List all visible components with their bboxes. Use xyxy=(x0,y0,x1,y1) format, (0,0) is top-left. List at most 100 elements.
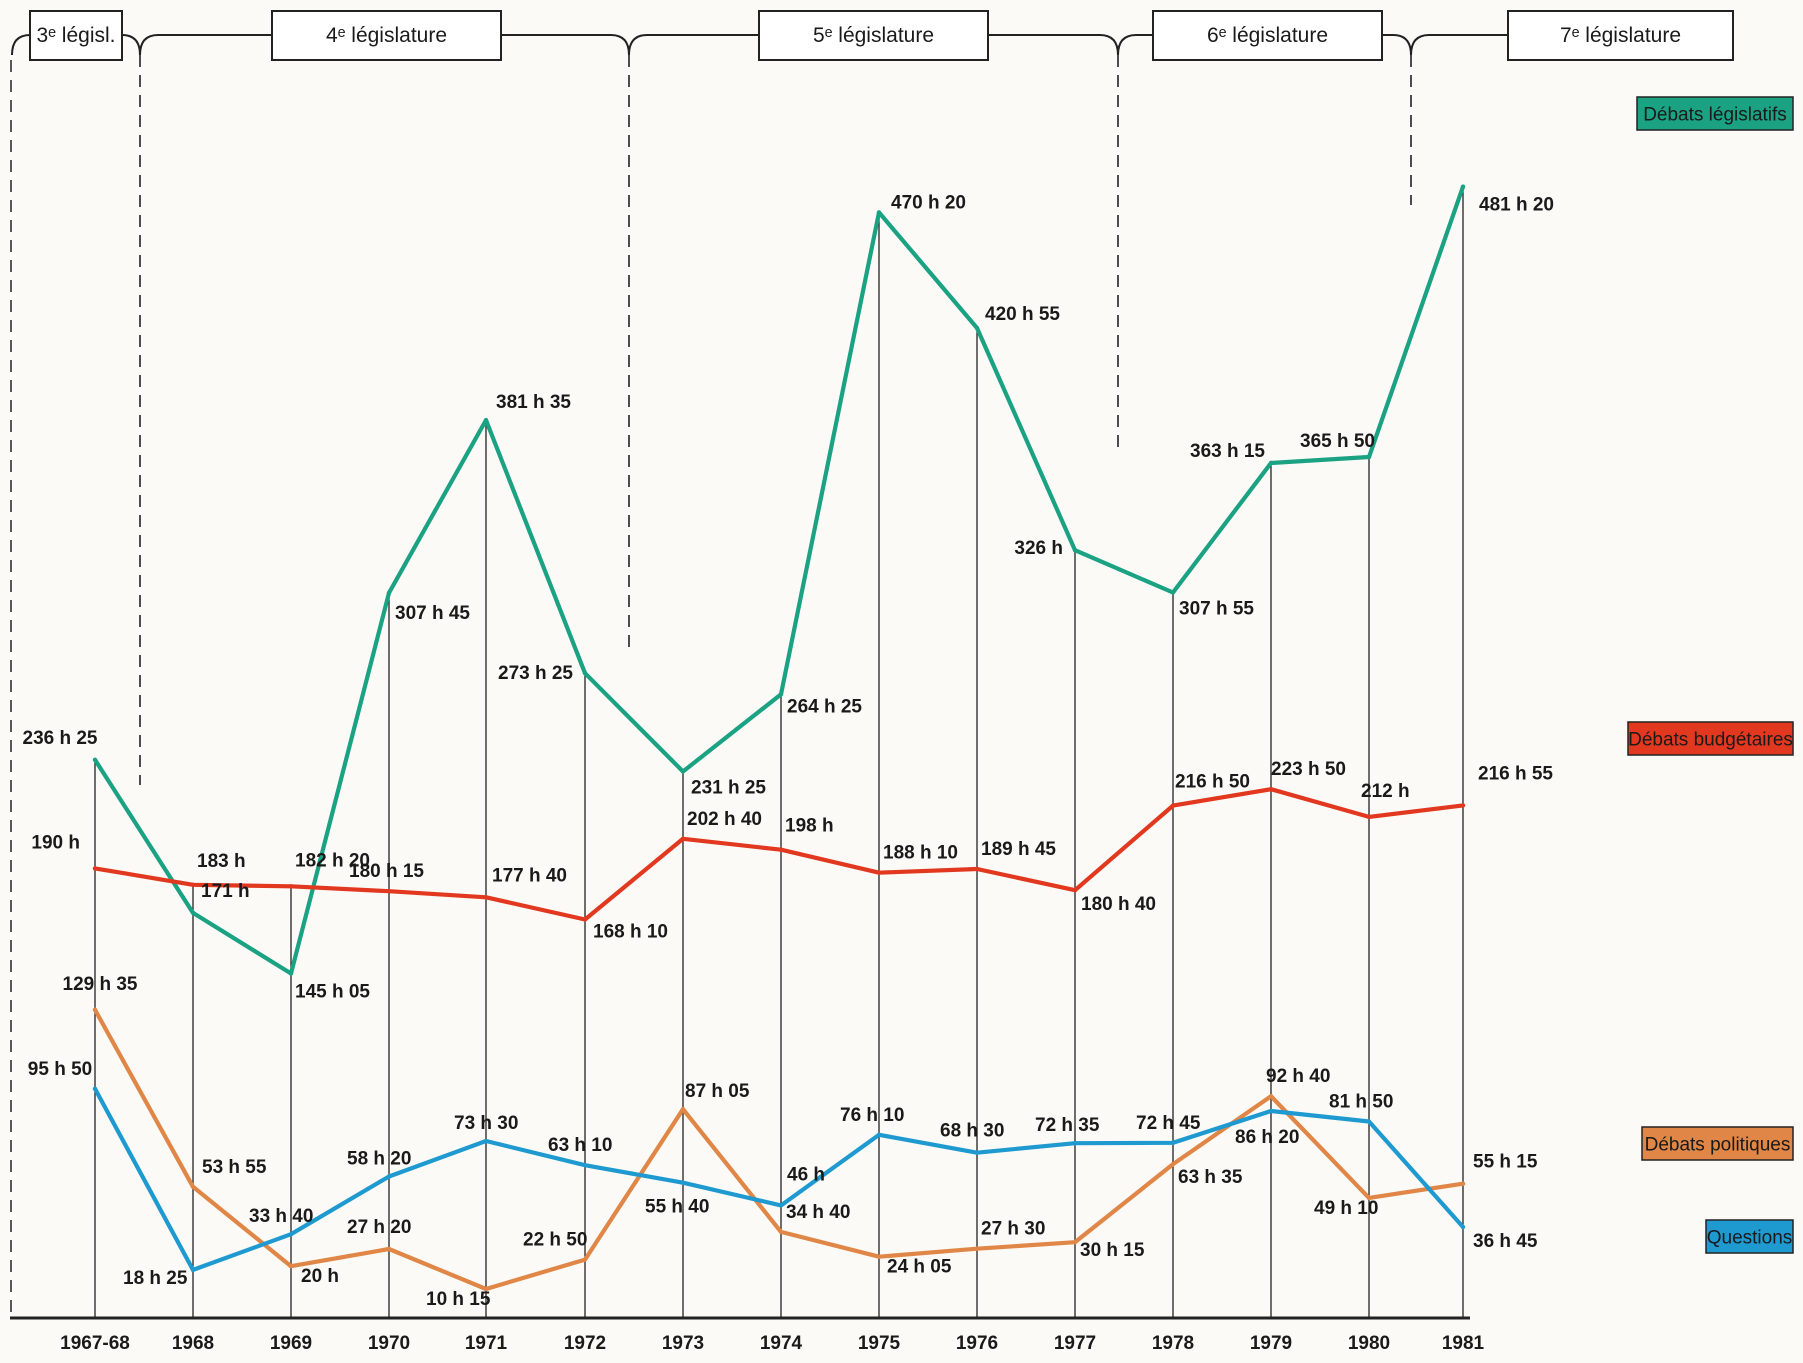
data-point xyxy=(680,836,686,841)
legend: Débats législatifs Débats budgétaires Déba… xyxy=(1627,96,1794,1254)
data-label: 307 h 55 xyxy=(1179,598,1254,619)
x-tick-label: 1972 xyxy=(564,1333,606,1354)
data-point xyxy=(876,870,882,875)
data-point xyxy=(778,1229,784,1235)
data-label: 87 h 05 xyxy=(685,1081,750,1102)
data-label: 363 h 15 xyxy=(1190,441,1265,462)
data-label: 381 h 35 xyxy=(496,392,571,413)
legislature-box xyxy=(758,10,989,61)
legislature-box xyxy=(271,10,502,61)
data-label: 365 h 50 xyxy=(1300,431,1375,452)
data-label: 202 h 40 xyxy=(687,809,762,830)
legend-swatch xyxy=(1627,721,1794,756)
data-label: 273 h 25 xyxy=(498,663,573,684)
legend-label: Questions xyxy=(1707,1228,1793,1249)
legend-label: Débats législatifs xyxy=(1643,105,1787,126)
data-label: 46 h xyxy=(787,1164,825,1185)
data-point xyxy=(92,1086,98,1091)
series-line-2 xyxy=(92,1007,1466,1292)
data-point xyxy=(1170,803,1176,808)
data-label: 49 h 10 xyxy=(1314,1198,1378,1219)
data-point xyxy=(1170,1140,1176,1145)
data-label: 190 h xyxy=(31,832,80,853)
x-tick-label: 1975 xyxy=(858,1333,901,1354)
legend-swatch xyxy=(1705,1219,1794,1254)
data-point xyxy=(1072,1140,1078,1146)
data-point xyxy=(1366,1195,1372,1201)
data-point xyxy=(190,910,196,916)
data-label: 145 h 05 xyxy=(295,982,370,1003)
data-point xyxy=(778,692,784,697)
data-point xyxy=(1268,787,1274,792)
data-label: 20 h xyxy=(301,1266,339,1287)
data-label: 216 h 50 xyxy=(1175,772,1250,793)
series-lines xyxy=(92,184,1466,1292)
data-label: 76 h 10 xyxy=(840,1105,904,1126)
data-point xyxy=(386,889,392,894)
data-label: 180 h 40 xyxy=(1081,894,1156,915)
data-point xyxy=(483,1138,489,1144)
data-label: 18 h 25 xyxy=(123,1268,188,1289)
data-point xyxy=(1072,888,1078,893)
data-label: 36 h 45 xyxy=(1473,1231,1538,1252)
x-tick-labels: 1967-68 1968 1969 1970 1971 1972 1973 1974 1975 1… xyxy=(60,1333,1484,1354)
series-line-3 xyxy=(92,1086,1466,1273)
data-point xyxy=(92,757,98,762)
data-label: 30 h 15 xyxy=(1080,1240,1145,1261)
x-tick-label: 1973 xyxy=(662,1333,704,1354)
x-tick-label: 1968 xyxy=(172,1333,214,1354)
data-label: 34 h 40 xyxy=(786,1202,850,1223)
data-label: 481 h 20 xyxy=(1479,195,1554,216)
x-tick-label: 1978 xyxy=(1152,1333,1194,1354)
data-point xyxy=(483,1286,489,1292)
data-point xyxy=(1170,1162,1176,1167)
x-tick-label: 1981 xyxy=(1442,1333,1485,1354)
data-point xyxy=(680,1180,686,1185)
data-point xyxy=(1072,547,1078,553)
data-point xyxy=(288,971,294,976)
data-label: 189 h 45 xyxy=(981,839,1056,860)
grid xyxy=(10,60,1470,1320)
data-label: 231 h 25 xyxy=(691,777,766,798)
data-point xyxy=(288,884,294,889)
data-label: 22 h 50 xyxy=(523,1230,587,1251)
data-label: 63 h 35 xyxy=(1178,1167,1243,1188)
x-tick-label: 1979 xyxy=(1250,1333,1292,1354)
data-point xyxy=(582,670,588,676)
data-point xyxy=(974,866,980,872)
x-tick-label: 1969 xyxy=(270,1333,312,1354)
data-point xyxy=(483,895,489,900)
data-point xyxy=(92,866,98,871)
legislature-label: 3ᵉ législ. xyxy=(36,24,115,47)
data-point xyxy=(1072,1240,1078,1245)
legislature-box xyxy=(29,10,123,61)
data-label: 307 h 45 xyxy=(395,603,470,624)
data-point xyxy=(190,882,196,887)
data-label: 264 h 25 xyxy=(787,696,862,717)
legend-swatch xyxy=(1636,96,1794,131)
data-point xyxy=(876,1132,882,1137)
data-label: 326 h xyxy=(1014,538,1063,559)
data-point xyxy=(386,1246,392,1252)
data-label: 72 h 35 xyxy=(1035,1115,1100,1136)
data-point xyxy=(778,847,784,852)
data-label: 470 h 20 xyxy=(891,192,966,213)
legislature-label: 4ᵉ législature xyxy=(326,24,447,47)
data-point xyxy=(778,1203,784,1208)
data-label: 55 h 40 xyxy=(645,1197,709,1218)
data-label: 171 h xyxy=(201,881,250,902)
data-point xyxy=(1460,1181,1466,1186)
data-point xyxy=(1268,460,1274,466)
data-point xyxy=(1460,803,1466,808)
data-point xyxy=(1268,1108,1274,1114)
data-label: 129 h 35 xyxy=(63,974,138,995)
x-tick-label: 1967-68 xyxy=(60,1333,130,1354)
data-point xyxy=(288,1232,294,1237)
data-label: 53 h 55 xyxy=(202,1157,267,1178)
data-label: 24 h 05 xyxy=(887,1257,952,1278)
x-tick-label: 1977 xyxy=(1054,1333,1096,1354)
data-point xyxy=(876,210,882,215)
data-point xyxy=(582,1162,588,1168)
